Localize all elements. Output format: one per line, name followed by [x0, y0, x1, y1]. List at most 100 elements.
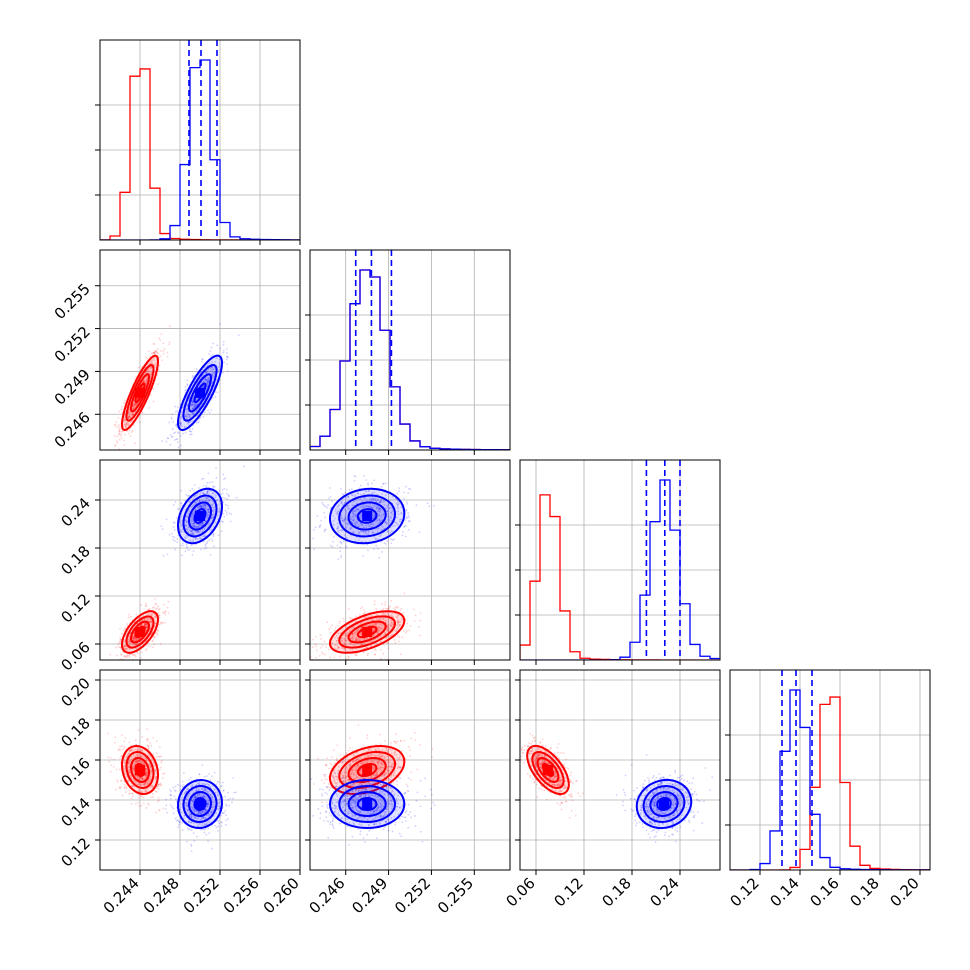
- sample-point: [196, 492, 199, 495]
- sample-point: [344, 491, 347, 494]
- sample-point: [153, 351, 155, 354]
- sample-point: [118, 429, 121, 431]
- sample-point: [118, 430, 121, 433]
- sample-point: [191, 398, 194, 401]
- sample-point: [137, 637, 140, 640]
- sample-point: [146, 744, 149, 746]
- sample-point: [222, 496, 224, 499]
- sample-point: [227, 507, 230, 510]
- sample-point: [159, 349, 162, 352]
- sample-point: [221, 520, 224, 523]
- sample-point: [146, 745, 149, 748]
- sample-point: [202, 504, 205, 507]
- sample-point: [186, 494, 189, 497]
- sample-point: [315, 645, 318, 648]
- sample-point: [135, 376, 137, 378]
- sample-point: [347, 655, 350, 658]
- sample-point: [127, 616, 130, 619]
- sample-point: [151, 796, 154, 798]
- sample-point: [123, 654, 126, 657]
- sample-point: [186, 418, 188, 420]
- sample-point: [129, 415, 132, 418]
- sample-point: [405, 501, 408, 503]
- sample-point: [179, 422, 182, 425]
- sample-point: [128, 415, 130, 418]
- sample-point: [150, 360, 153, 363]
- sample-point: [315, 649, 318, 652]
- sample-point: [152, 343, 155, 345]
- sample-point: [211, 492, 214, 494]
- sample-point: [129, 421, 132, 423]
- sample-point: [161, 777, 164, 780]
- sample-point: [139, 657, 142, 659]
- sample-point: [319, 525, 321, 528]
- sample-point: [123, 740, 126, 743]
- sample-point: [123, 655, 126, 658]
- sample-point: [360, 484, 362, 487]
- sample-point: [121, 632, 123, 635]
- sample-point: [112, 765, 115, 768]
- sample-point: [181, 525, 183, 528]
- sample-point: [312, 548, 315, 551]
- sample-point: [155, 350, 157, 353]
- sample-point: [206, 382, 209, 385]
- sample-point: [133, 637, 135, 639]
- sample-point: [137, 366, 140, 369]
- sample-point: [222, 340, 225, 343]
- sample-point: [195, 526, 198, 528]
- sample-point: [137, 637, 140, 640]
- sample-point: [212, 487, 215, 489]
- sample-point: [145, 627, 148, 629]
- sample-point: [155, 362, 157, 365]
- sample-point: [115, 646, 117, 649]
- sample-point: [156, 607, 158, 610]
- sample-point: [403, 526, 406, 528]
- sample-point: [165, 518, 168, 521]
- sample-point: [201, 524, 203, 527]
- sample-point: [210, 538, 213, 540]
- sample-point: [190, 414, 193, 416]
- sample-point: [159, 782, 162, 785]
- sample-point: [226, 498, 229, 500]
- sample-point: [219, 347, 222, 350]
- panel-frame: [309, 249, 511, 451]
- sample-point: [405, 485, 407, 488]
- sample-point: [206, 481, 209, 484]
- sample-point: [211, 504, 213, 506]
- sample-point: [186, 535, 189, 538]
- sample-point: [145, 623, 148, 625]
- sample-point: [190, 544, 193, 547]
- sample-point: [193, 484, 196, 486]
- sample-point: [320, 638, 322, 640]
- sample-point: [195, 502, 198, 505]
- sample-point: [209, 355, 212, 358]
- sample-point: [199, 417, 202, 419]
- sample-point: [398, 490, 400, 493]
- sample-point: [205, 371, 208, 374]
- sample-point: [125, 423, 128, 426]
- sample-point: [217, 534, 220, 537]
- sample-point: [124, 424, 127, 427]
- grid: [100, 40, 300, 240]
- sample-point: [329, 496, 332, 498]
- sample-point: [193, 496, 195, 499]
- sample-point: [189, 421, 192, 424]
- panel-2-1: [305, 459, 511, 665]
- sample-point: [213, 371, 216, 374]
- sample-point: [131, 413, 134, 416]
- sample-point: [179, 417, 182, 420]
- sample-point: [206, 379, 209, 381]
- sample-point: [199, 524, 202, 527]
- sample-point: [149, 359, 152, 362]
- sample-point: [198, 505, 201, 508]
- sample-point: [133, 406, 135, 409]
- sample-point: [216, 344, 219, 347]
- sample-point: [148, 612, 151, 615]
- sample-point: [145, 625, 148, 628]
- sample-point: [184, 389, 186, 392]
- sample-point: [120, 779, 123, 782]
- sample-point: [191, 505, 194, 508]
- sample-point: [125, 426, 128, 428]
- sample-point: [123, 418, 126, 421]
- sample-point: [130, 431, 133, 434]
